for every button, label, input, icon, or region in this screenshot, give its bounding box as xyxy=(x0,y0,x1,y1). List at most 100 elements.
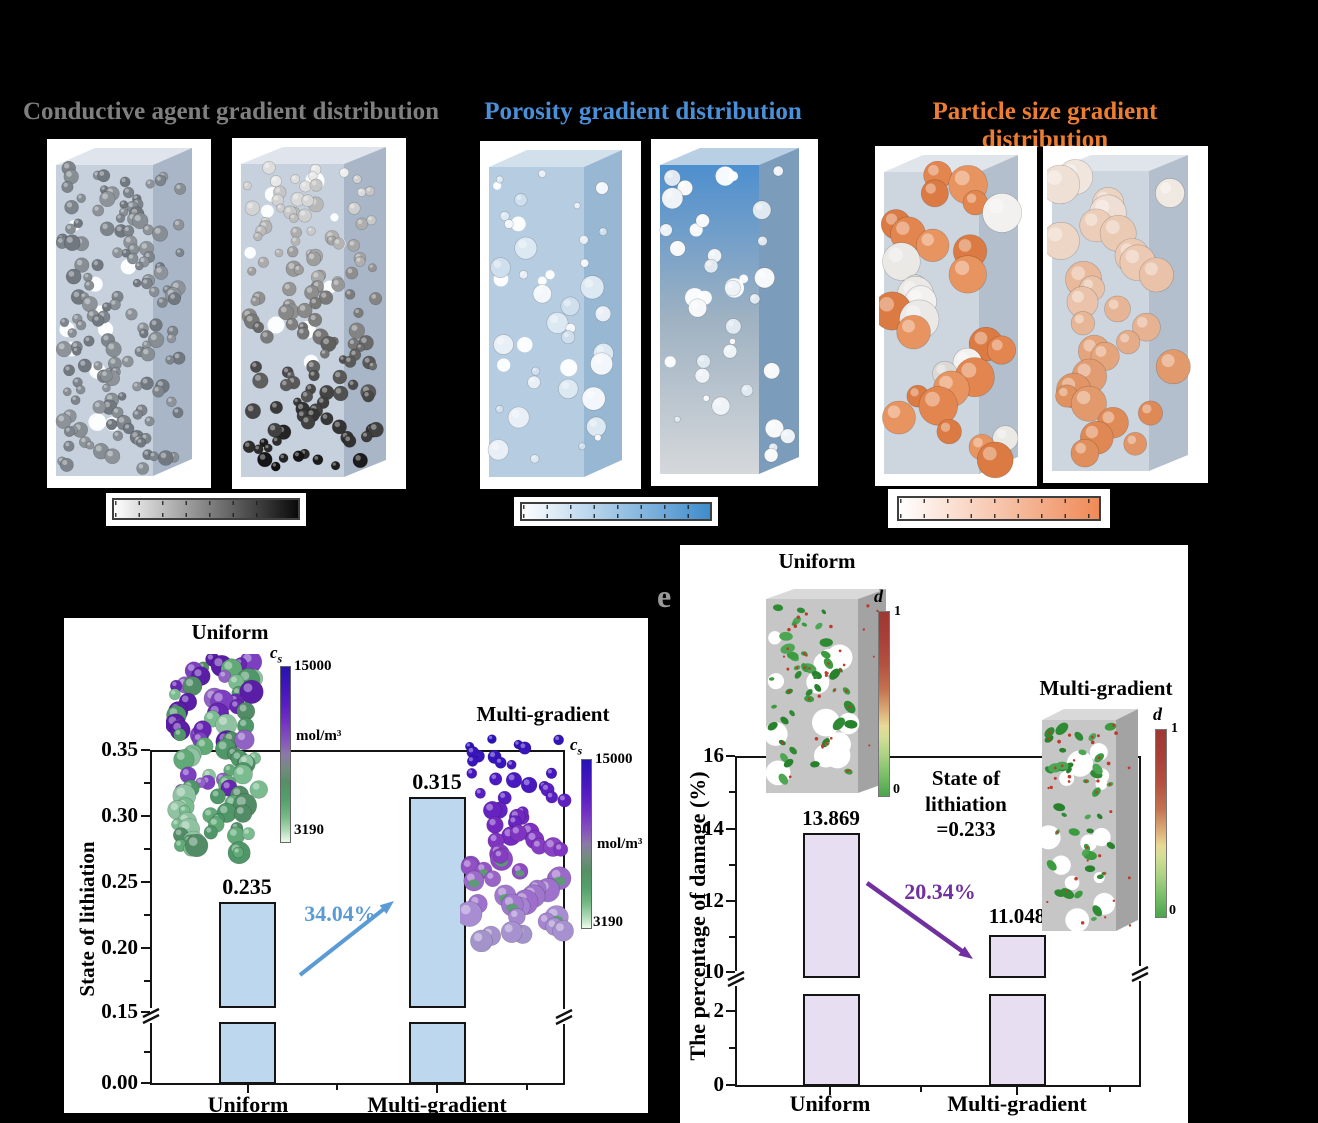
axis-tick xyxy=(141,815,150,817)
colorbar-min: 0 xyxy=(893,782,900,797)
axis-tick xyxy=(729,864,735,866)
multigradient-particle-cluster-image xyxy=(460,734,574,952)
bar-value-uniform: 13.869 xyxy=(802,806,860,830)
orange-gradient-scale xyxy=(897,496,1101,521)
concentration-colorbar xyxy=(581,759,592,929)
concentration-symbol: cs xyxy=(270,643,282,666)
colorbar-min: 3190 xyxy=(593,914,623,930)
scale-ticks xyxy=(523,505,709,509)
y-axis-title: State of lithiation xyxy=(75,841,99,997)
scale-ticks xyxy=(115,513,297,517)
particle-gradient-structure-image xyxy=(1043,146,1208,483)
axis-tick xyxy=(726,971,735,973)
cs-subscript: s xyxy=(277,651,283,666)
bar-multigradient-lower xyxy=(409,1022,466,1084)
axis-tick xyxy=(726,755,735,757)
xtick-uniform: Uniform xyxy=(207,1092,289,1117)
concentration-colorbar xyxy=(280,666,291,843)
colorbar-max: 1 xyxy=(894,604,901,619)
bar-value-uniform: 0.235 xyxy=(222,874,272,899)
axis-tick xyxy=(726,1010,735,1012)
axis-tick xyxy=(336,1085,338,1090)
bar-multigradient-upper xyxy=(989,935,1046,978)
title-porosity-gradient: Porosity gradient distribution xyxy=(484,98,802,125)
axis-tick xyxy=(141,1082,150,1084)
axis-tick xyxy=(1016,1087,1018,1095)
bar-uniform-lower xyxy=(803,994,860,1086)
multigradient-damage-structure-image xyxy=(1036,709,1138,933)
axis-tick xyxy=(729,791,735,793)
xtick-uniform: Uniform xyxy=(789,1091,871,1116)
ytick-label: 0.15 xyxy=(101,999,138,1023)
ytick-label: 0.20 xyxy=(101,935,138,959)
porosity-colorbar xyxy=(514,497,718,526)
d-symbol: d xyxy=(1153,704,1162,724)
axis-tick xyxy=(144,980,150,982)
damage-colorbar xyxy=(878,611,890,797)
damage-symbol: d xyxy=(1153,704,1162,725)
porosity-uniform-structure-image xyxy=(480,141,641,489)
y-axis-title: The percentage of damage (%) xyxy=(685,771,710,1061)
ytick-label: 0.00 xyxy=(101,1070,138,1094)
axis-tick xyxy=(436,1085,438,1093)
gray-gradient-scale xyxy=(112,498,300,520)
colorbar-unit: mol/m³ xyxy=(296,728,342,744)
xtick-multigradient: Multi-gradient xyxy=(367,1092,507,1117)
axis-tick xyxy=(829,1087,831,1095)
increase-percentage-label: 34.04% xyxy=(304,901,376,926)
ytick-label: 2 xyxy=(713,998,725,1022)
ytick-label: 12 xyxy=(703,888,724,912)
microstructure-render xyxy=(487,150,622,477)
axis-tick xyxy=(729,936,735,938)
axis-tick xyxy=(141,1011,150,1013)
bar-uniform-lower xyxy=(219,1022,276,1084)
title-particle-size-gradient: Particle size gradient distribution xyxy=(932,98,1158,153)
ytick-label: 0.35 xyxy=(101,737,138,761)
microstructure-render xyxy=(55,148,192,476)
note-line: =0.233 xyxy=(936,817,996,841)
state-of-lithiation-chart: 0.35 0.30 0.25 0.20 0.15 0.00 State of l… xyxy=(64,618,648,1117)
bar-value-multigradient: 11.048 xyxy=(988,904,1046,928)
damage-symbol: d xyxy=(874,586,883,607)
conductive-uniform-structure-image xyxy=(47,139,211,488)
colorbar-min: 0 xyxy=(1169,903,1176,918)
note-line: State of xyxy=(931,766,1001,790)
bar-multigradient-upper xyxy=(409,797,466,1008)
damage-colorbar xyxy=(1155,729,1167,918)
ytick-label: 14 xyxy=(703,816,724,840)
uniform-particle-cluster-image xyxy=(166,654,268,865)
cs-subscript: s xyxy=(577,743,583,758)
inset-title-uniform: Uniform xyxy=(191,620,269,644)
axis-tick xyxy=(144,782,150,784)
colorbar-max: 15000 xyxy=(595,751,633,767)
axis-tick xyxy=(726,900,735,902)
axis-tick xyxy=(141,881,150,883)
axis-tick xyxy=(920,1087,922,1092)
ytick-label: 0.25 xyxy=(101,869,138,893)
axis-tick xyxy=(726,828,735,830)
axis-tick xyxy=(141,749,150,751)
axis-tick xyxy=(729,1047,735,1049)
blue-gradient-scale xyxy=(520,502,712,521)
ytick-label: 10 xyxy=(703,959,724,983)
inset-title-uniform: Uniform xyxy=(778,549,856,573)
axis-tick xyxy=(247,1085,249,1093)
colorbar-min: 3190 xyxy=(294,822,324,838)
axis-tick xyxy=(1109,1087,1111,1092)
colorbar-max: 1 xyxy=(1171,721,1178,736)
bar-uniform-upper xyxy=(803,833,860,978)
d-symbol: d xyxy=(874,586,883,606)
conductive-gradient-structure-image xyxy=(232,138,406,489)
axis-tick xyxy=(144,1051,150,1053)
bar-uniform-upper xyxy=(219,902,276,1008)
plot-frame xyxy=(735,756,1141,1087)
axis-tick xyxy=(141,947,150,949)
particle-uniform-structure-image xyxy=(875,146,1037,486)
state-of-lithiation-note: State of lithiation =0.233 xyxy=(908,766,1024,843)
scale-ticks xyxy=(900,514,1098,518)
scale-ticks xyxy=(115,501,297,505)
ytick-label: 16 xyxy=(703,743,724,767)
title-conductive-gradient: Conductive agent gradient distribution xyxy=(22,98,439,125)
panel-label-e: e xyxy=(657,578,672,614)
